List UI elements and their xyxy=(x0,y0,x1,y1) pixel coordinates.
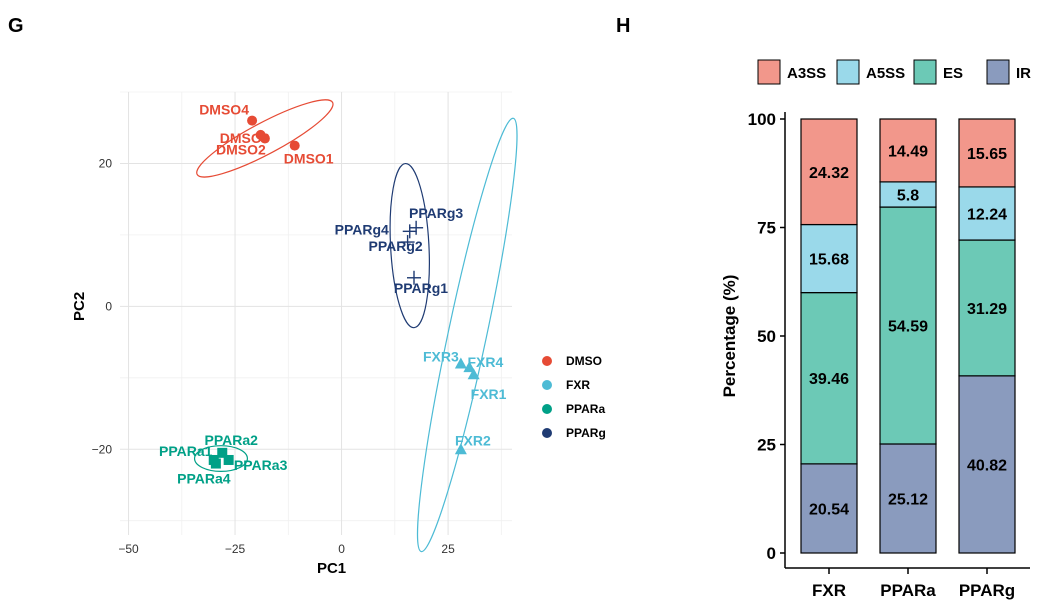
label-ppara2: PPARa2 xyxy=(205,432,259,448)
y-axis-title: PC2 xyxy=(71,292,88,321)
x-tick-label-fxr: FXR xyxy=(812,581,846,600)
label-fxr2: FXR2 xyxy=(455,432,491,448)
point-pparg1 xyxy=(407,270,421,285)
panel-letter-h: H xyxy=(616,15,630,37)
bar-ppara-a5ss xyxy=(879,181,937,208)
ellipse-dmso xyxy=(196,99,334,178)
bar-label-fxr-ir: 20.54 xyxy=(809,501,849,518)
legend-label-dmso: DMSO xyxy=(566,354,602,368)
legend-key-ppara xyxy=(542,404,552,414)
x-tick-label-0: −50 xyxy=(118,542,139,556)
point-pparg4 xyxy=(402,224,417,239)
y-tick-label-2: 50 xyxy=(757,327,776,346)
bar-pparg-a5ss xyxy=(958,186,1016,241)
bar-label-ppara-es: 54.59 xyxy=(888,319,928,336)
legend-key-dmso xyxy=(542,356,552,366)
legend-key-fxr xyxy=(542,380,552,390)
y-tick-label-0: −20 xyxy=(92,442,113,456)
bar-fxr-ir xyxy=(800,463,858,554)
y-tick-label-2: 20 xyxy=(99,156,113,170)
ellipse-pparg xyxy=(389,162,430,329)
bar-label-pparg-a5ss: 12.24 xyxy=(967,206,1007,223)
point-fxr1 xyxy=(467,368,480,380)
label-pparg3: PPARg3 xyxy=(409,205,463,221)
ellipse-ppara xyxy=(193,445,248,473)
legend-label-ir: IR xyxy=(1016,65,1031,82)
point-pparg3 xyxy=(409,220,424,235)
point-fxr2 xyxy=(454,443,467,455)
point-ppara4 xyxy=(210,458,221,469)
label-dmso3: DMSO3 xyxy=(220,130,270,146)
legend-label-fxr: FXR xyxy=(566,378,590,392)
point-pparg2 xyxy=(400,235,415,250)
point-fxr3 xyxy=(454,357,467,369)
bar-pparg-es xyxy=(958,239,1016,377)
bar-label-fxr-es: 39.46 xyxy=(809,371,849,388)
legend-key-pparg xyxy=(542,428,552,438)
legend-label-es: ES xyxy=(943,65,963,82)
x-axis-title: PC1 xyxy=(317,560,346,577)
legend-key-ir xyxy=(986,59,1010,85)
y-tick-label-1: 0 xyxy=(105,299,112,313)
bar-fxr-a3ss xyxy=(800,118,858,226)
label-dmso1: DMSO1 xyxy=(284,151,334,167)
bar-pparg-ir xyxy=(958,375,1016,554)
point-ppara2 xyxy=(217,447,228,458)
point-dmso4 xyxy=(247,115,258,126)
bar-label-ppara-ir: 25.12 xyxy=(888,491,928,508)
bar-label-ppara-a3ss: 14.49 xyxy=(888,143,928,160)
label-pparg4: PPARg4 xyxy=(335,221,389,237)
legend-key-a3ss xyxy=(757,59,781,85)
label-pparg1: PPARg1 xyxy=(394,280,448,296)
bar-label-fxr-a3ss: 24.32 xyxy=(809,165,849,182)
y-tick-label-0: 0 xyxy=(767,544,776,563)
stacked-bar-chart: 0 25 50 75 100 Percentage (%) FXR 20.54 39.46 15.… xyxy=(720,110,1030,600)
x-tick-label-1: −25 xyxy=(225,542,246,556)
panel-letter-g: G xyxy=(8,15,24,37)
label-ppara1: PPARa1 xyxy=(159,443,213,459)
y-tick-label-4: 100 xyxy=(748,110,776,129)
point-fxr4 xyxy=(463,361,476,373)
legend-label-a3ss: A3SS xyxy=(787,65,826,82)
y-axis-title: Percentage (%) xyxy=(720,275,739,398)
label-fxr1: FXR1 xyxy=(471,386,507,402)
bar-label-fxr-a5ss: 15.68 xyxy=(809,252,849,269)
legend-key-es xyxy=(913,59,937,85)
y-tick-label-3: 75 xyxy=(757,219,776,238)
legend-label-pparg: PPARg xyxy=(566,426,606,440)
point-dmso1 xyxy=(289,140,300,151)
legend-key-a5ss xyxy=(836,59,860,85)
x-tick-label-pparg: PPARg xyxy=(959,581,1015,600)
bar-label-pparg-a3ss: 15.65 xyxy=(967,146,1007,163)
pca-legend: DMSO FXR PPARa PPARg xyxy=(542,354,606,440)
bar-label-pparg-ir: 40.82 xyxy=(967,457,1007,474)
label-pparg2: PPARg2 xyxy=(369,238,423,254)
bar-label-ppara-a5ss: 5.8 xyxy=(897,187,919,204)
label-dmso2: DMSO2 xyxy=(216,141,266,157)
label-ppara3: PPARa3 xyxy=(234,457,288,473)
label-fxr4: FXR4 xyxy=(467,354,503,370)
bar-ppara-a3ss xyxy=(879,118,937,183)
x-tick-label-2: 0 xyxy=(338,542,345,556)
x-tick-label-3: 25 xyxy=(441,542,455,556)
bar-label-pparg-es: 31.29 xyxy=(967,301,1007,318)
legend-label-a5ss: A5SS xyxy=(866,65,905,82)
label-fxr3: FXR3 xyxy=(423,349,459,365)
label-ppara4: PPARa4 xyxy=(177,471,231,487)
point-dmso3 xyxy=(255,129,266,140)
ellipse-fxr xyxy=(416,117,518,553)
y-tick-label-1: 25 xyxy=(757,436,776,455)
bar-legend: A3SS A5SS ES IR xyxy=(757,59,1031,85)
label-dmso4: DMSO4 xyxy=(199,102,249,118)
bar-pparg-a3ss xyxy=(958,118,1016,188)
x-tick-label-ppara: PPARa xyxy=(880,581,936,600)
point-ppara3 xyxy=(223,454,234,465)
legend-label-ppara: PPARa xyxy=(566,402,605,416)
bar-fxr-a5ss xyxy=(800,223,858,294)
